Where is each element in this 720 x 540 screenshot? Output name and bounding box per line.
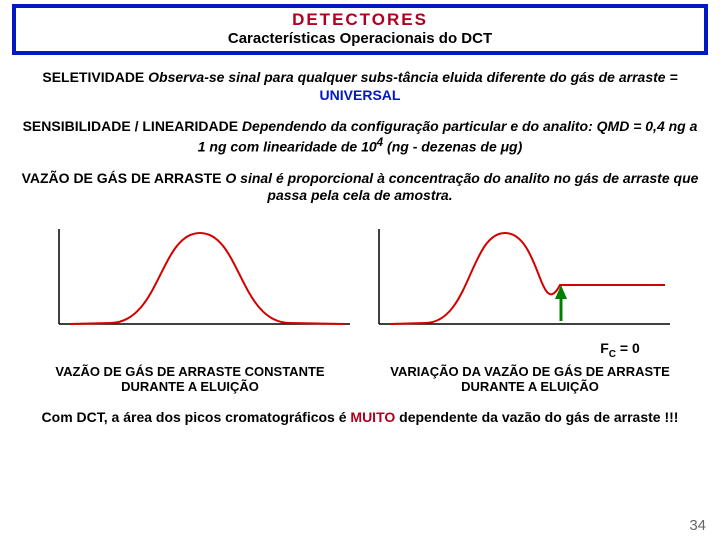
curve-right (390, 233, 665, 324)
charts-row: FC = 0 (12, 221, 708, 360)
para-sensibilidade: SENSIBILIDADE / LINEARIDADE Dependendo d… (18, 118, 702, 156)
body-3: O sinal é proporcional à concentração do… (222, 170, 699, 204)
chart-left-wrap (45, 221, 355, 360)
chart-left (45, 221, 355, 336)
title-box: DETECTORES Características Operacionais … (12, 4, 708, 55)
title-sub: Características Operacionais do DCT (16, 30, 704, 47)
body-1: Observa-se sinal para qualquer subs-tânc… (144, 69, 677, 85)
lead-2: SENSIBILIDADE / LINEARIDADE (23, 118, 238, 134)
footer-c: dependente da vazão do gás de arraste !!… (395, 409, 678, 425)
caption-right: VARIAÇÃO DA VAZÃO DE GÁS DE ARRASTE DURA… (380, 365, 680, 395)
captions-row: VAZÃO DE GÁS DE ARRASTE CONSTANTE DURANT… (12, 365, 708, 395)
footer-text: Com DCT, a área dos picos cromatográfico… (12, 409, 708, 427)
curve-left (70, 233, 345, 324)
lead-3: VAZÃO DE GÁS DE ARRASTE (22, 170, 222, 186)
body-2b: (ng - dezenas de μg) (383, 138, 522, 154)
footer-b: MUITO (350, 409, 395, 425)
chart-right (365, 221, 675, 336)
fc-sub: C (609, 348, 616, 359)
chart-right-wrap: FC = 0 (365, 221, 675, 360)
universal-tag: UNIVERSAL (320, 87, 401, 103)
arrow-head (555, 285, 567, 299)
fc-label: FC = 0 (565, 340, 675, 360)
page-number: 34 (689, 517, 706, 534)
caption-left: VAZÃO DE GÁS DE ARRASTE CONSTANTE DURANT… (40, 365, 340, 395)
fc-post: = 0 (616, 340, 640, 356)
lead-1: SELETIVIDADE (42, 69, 144, 85)
footer-a: Com DCT, a área dos picos cromatográfico… (42, 409, 351, 425)
para-vazao: VAZÃO DE GÁS DE ARRASTE O sinal é propor… (18, 170, 702, 205)
fc-pre: F (600, 340, 609, 356)
title-main: DETECTORES (16, 10, 704, 30)
para-seletividade: SELETIVIDADE Observa-se sinal para qualq… (18, 69, 702, 104)
